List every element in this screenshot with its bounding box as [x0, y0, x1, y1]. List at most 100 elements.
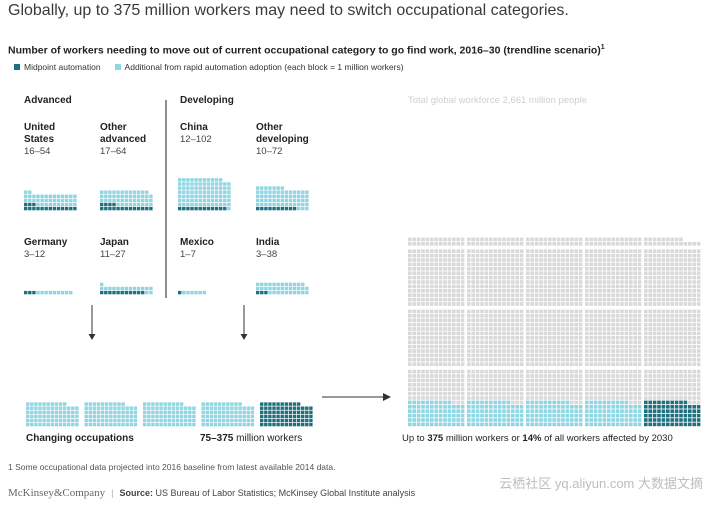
global-block-unaffected [434, 289, 438, 293]
combined-panel-5-block-midpoint [301, 414, 305, 419]
combined-panel-4-block-rapid [209, 414, 214, 419]
combined-panel-4-block-rapid [226, 414, 230, 419]
global-block-rapid [484, 413, 489, 418]
waffle-other-developing-block-rapid [256, 202, 260, 207]
global-block-unaffected [593, 271, 598, 275]
global-block-unaffected [679, 237, 683, 242]
global-block-unaffected [543, 387, 548, 391]
global-block-unaffected [489, 396, 493, 400]
combined-panel-2-block-rapid [100, 414, 105, 419]
global-block-rapid [543, 422, 548, 427]
global-block-unaffected [416, 340, 421, 344]
global-block-unaffected [561, 353, 565, 358]
global-block-unaffected [602, 322, 607, 327]
combined-panel-2-block-rapid [117, 406, 121, 410]
waffle-other-advanced-block-rapid [145, 194, 149, 198]
waffle-india-block-rapid [297, 286, 301, 291]
global-block-unaffected [502, 353, 506, 358]
global-block-unaffected [565, 349, 570, 353]
global-block-unaffected [467, 327, 471, 331]
global-block-unaffected [434, 249, 438, 253]
global-block-unaffected [561, 249, 565, 253]
global-block-unaffected [471, 242, 475, 246]
global-block-unaffected [570, 242, 574, 246]
global-block-unaffected [679, 284, 683, 289]
waffle-japan-block-midpoint [132, 290, 137, 295]
combined-panel-2-block-rapid [88, 406, 92, 410]
combined-panel-2-block-rapid [125, 406, 129, 410]
combined-panel-1-block-rapid [26, 410, 30, 414]
global-block-unaffected [620, 318, 624, 322]
global-block-unaffected [460, 314, 465, 318]
global-block-unaffected [447, 396, 452, 400]
global-block-unaffected [530, 237, 534, 242]
global-block-unaffected [548, 242, 552, 246]
source-label: Source: [119, 488, 154, 498]
global-block-unaffected [412, 387, 416, 391]
global-block-unaffected [657, 289, 661, 293]
combined-panel-4-block-rapid [238, 402, 242, 406]
global-block-unaffected [607, 322, 611, 327]
global-block-unaffected [506, 336, 511, 340]
region-india-range: 3–38 [256, 249, 278, 260]
waffle-india-block-midpoint [256, 290, 260, 295]
global-block-unaffected [652, 275, 657, 280]
global-block-midpoint [683, 413, 688, 418]
global-block-unaffected [438, 262, 443, 267]
global-block-unaffected [467, 362, 471, 366]
waffle-other-advanced-block-rapid [116, 190, 120, 194]
global-block-unaffected [637, 353, 642, 358]
waffle-united-states-block-rapid [32, 194, 36, 198]
combined-panel-1-block-rapid [42, 418, 46, 423]
global-block-unaffected [460, 253, 465, 258]
global-block-unaffected [447, 358, 452, 362]
global-block-unaffected [644, 396, 648, 400]
global-block-unaffected [629, 289, 633, 293]
group-developing-heading: Developing [180, 95, 234, 106]
global-block-unaffected [629, 309, 633, 314]
global-block-unaffected [688, 374, 692, 378]
global-block-unaffected [416, 262, 421, 267]
combined-panel-5-block-midpoint [268, 402, 272, 406]
global-block-unaffected [443, 262, 447, 267]
waffle-other-advanced-block-rapid [141, 202, 145, 207]
global-block-unaffected [452, 284, 456, 289]
global-block-unaffected [425, 396, 430, 400]
global-block-unaffected [447, 258, 452, 262]
global-block-rapid [534, 409, 539, 413]
global-panel-4 [585, 237, 642, 427]
global-block-unaffected [460, 275, 465, 280]
global-block-unaffected [548, 289, 552, 293]
waffle-other-advanced-block-midpoint [149, 206, 153, 211]
combined-panel-3-block-rapid [143, 406, 147, 410]
brand-logo: McKinsey&Company [8, 487, 106, 499]
global-block-unaffected [511, 280, 515, 284]
global-block-unaffected [425, 262, 430, 267]
global-block-unaffected [548, 322, 552, 327]
global-block-unaffected [652, 391, 657, 396]
combined-panel-5-block-midpoint [280, 414, 284, 419]
global-block-unaffected [578, 349, 583, 353]
global-block-rapid [629, 422, 633, 427]
waffle-china-block-rapid [219, 198, 223, 203]
global-block-unaffected [506, 396, 511, 400]
global-block-unaffected [515, 396, 519, 400]
global-block-unaffected [511, 297, 515, 302]
global-block-unaffected [471, 331, 475, 336]
global-block-unaffected [430, 358, 434, 362]
global-block-unaffected [480, 391, 484, 396]
combined-panel-5-block-midpoint [280, 402, 284, 406]
global-block-unaffected [443, 378, 447, 383]
combined-panel-5-block-midpoint [276, 418, 280, 423]
global-block-unaffected [460, 383, 465, 387]
global-block-unaffected [589, 331, 593, 336]
global-block-rapid [471, 405, 475, 409]
global-block-unaffected [670, 289, 674, 293]
combined-panel-2-block-rapid [109, 402, 113, 406]
global-block-unaffected [443, 383, 447, 387]
global-block-unaffected [502, 275, 506, 280]
global-block-unaffected [438, 297, 443, 302]
global-block-unaffected [543, 378, 548, 383]
combined-panel-3-block-rapid [184, 414, 188, 419]
global-block-unaffected [670, 349, 674, 353]
